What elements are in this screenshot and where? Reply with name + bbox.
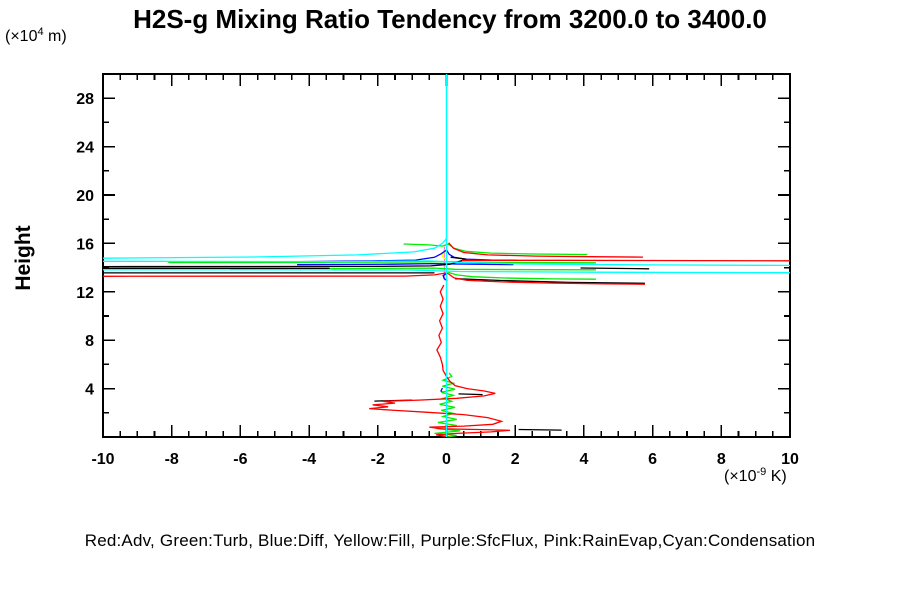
x-tick-label: -6: [233, 451, 247, 468]
series-line-adv: [447, 273, 646, 285]
y-units-exponent: 4: [37, 26, 44, 38]
chart-title: H2S-g Mixing Ratio Tendency from 3200.0 …: [133, 4, 767, 34]
series-line-condensation: [102, 238, 447, 259]
series-line-adv: [462, 259, 791, 262]
series-line-diff: [442, 272, 449, 282]
series-line-adv: [448, 242, 644, 258]
series-line-diff: [297, 262, 514, 266]
series-line-adv: [102, 272, 447, 277]
y-units-suffix: m): [43, 28, 67, 45]
series-line-total: [580, 267, 650, 270]
y-tick-label: 20: [76, 188, 94, 205]
y-tick-label: 28: [76, 91, 94, 108]
x-tick-label: 4: [579, 451, 588, 468]
series-line-total: [458, 393, 483, 396]
x-units-exponent: -9: [756, 466, 767, 478]
x-tick-label: -10: [91, 451, 114, 468]
y-tick-label: 4: [85, 382, 94, 399]
series-line-condensation: [102, 269, 791, 274]
y-axis-units: (×104 m): [5, 26, 67, 46]
series-line-turb: [448, 271, 596, 280]
x-tick-label: -4: [302, 451, 316, 468]
series-line-condensation: [102, 260, 791, 267]
x-tick-label: 8: [717, 451, 726, 468]
x-tick-label: -2: [371, 451, 385, 468]
series-line-adv: [369, 284, 511, 438]
x-axis-units: (×10-9 K): [724, 466, 787, 486]
series-line-turb: [230, 267, 596, 271]
legend-text: Red:Adv, Green:Turb, Blue:Diff, Yellow:F…: [84, 531, 816, 550]
y-tick-label: 24: [76, 140, 94, 157]
x-tick-label: 10: [781, 451, 799, 468]
y-tick-label: 16: [76, 236, 94, 253]
series-line-total: [518, 428, 562, 431]
x-tick-label: 0: [442, 451, 451, 468]
x-units-prefix: (×10: [724, 468, 757, 485]
series-line-total: [455, 278, 646, 284]
x-tick-label: -8: [165, 451, 179, 468]
x-tick-label: 6: [648, 451, 657, 468]
x-units-suffix: K): [766, 468, 787, 485]
x-tick-label: 2: [511, 451, 520, 468]
y-units-prefix: (×10: [5, 28, 38, 45]
y-tick-label: 8: [85, 333, 94, 350]
series-line-turb: [168, 260, 596, 264]
y-tick-label: 12: [76, 285, 94, 302]
